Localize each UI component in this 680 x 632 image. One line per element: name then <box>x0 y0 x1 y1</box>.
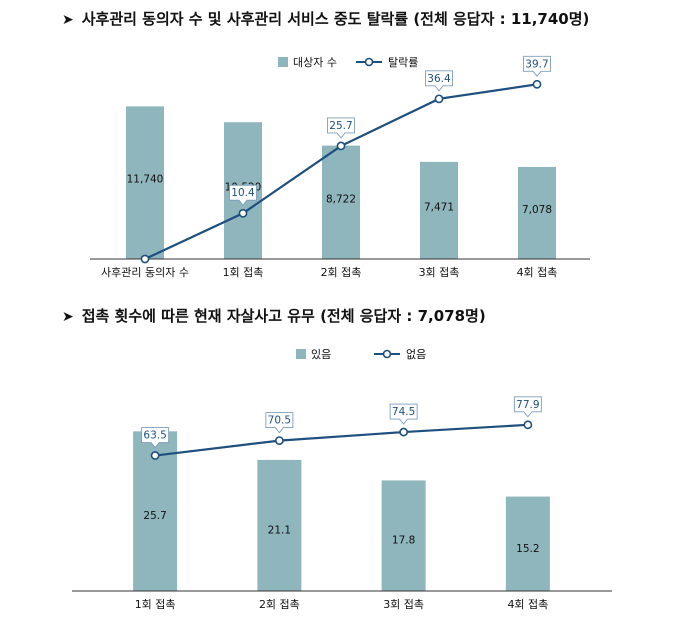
chart-2-bar-label-2: 21.1 <box>268 524 291 536</box>
chart-1-line-callout-box-3 <box>327 117 355 139</box>
chart-2-line-point-1 <box>150 451 160 460</box>
chart-2-line-callout-box-2 <box>265 412 294 434</box>
chart-1-bar-label-3: 8,722 <box>326 193 356 205</box>
chart-2-bar-4 <box>505 496 550 591</box>
chart-1-bar-1 <box>126 106 164 259</box>
chart-1-x-tick-label-1: 사후관리 동의자 수 <box>101 266 189 279</box>
chart-1-bar-5 <box>518 166 556 259</box>
chart-2-line-callout-4: 77.9 <box>513 396 542 418</box>
chart-1-legend: 대상자 수 탈락률 <box>278 56 418 69</box>
chart-2-legend-line-label: 없음 <box>406 348 426 361</box>
chart-2-line-callout-3: 74.5 <box>389 403 418 425</box>
chart-2-legend-bar-label: 있음 <box>311 348 331 361</box>
arrow-marker-icon: ➤ <box>62 309 74 325</box>
chart-1-bar-label-1: 11,740 <box>127 174 164 186</box>
chart-1-bar-4 <box>420 161 458 259</box>
chart-1-x-tick-label-4: 3회 접촉 <box>419 266 460 279</box>
chart-1-heading-text: 사후관리 동의자 수 및 사후관리 서비스 중도 탈락률 (전체 응답자 : 1… <box>81 10 590 28</box>
chart-2-line-callout-2: 70.5 <box>265 412 294 434</box>
chart-1-legend-line-marker <box>364 57 374 67</box>
chart-2-bar-3 <box>381 480 426 591</box>
chart-2-bar-label-1: 25.7 <box>143 510 166 522</box>
chart-2-line-point-2 <box>274 436 284 445</box>
chart-1-legend-line-label: 탈락률 <box>388 56 418 69</box>
chart-1-line-callout-3: 25.7 <box>327 117 355 139</box>
chart-1-line-callout-box-2 <box>229 184 257 206</box>
chart-1-heading: ➤ 사후관리 동의자 수 및 사후관리 서비스 중도 탈락률 (전체 응답자 : … <box>62 8 589 29</box>
chart-1-bar-label-5: 7,078 <box>522 204 552 216</box>
chart-1-line-point-3 <box>336 141 346 151</box>
chart-2-line-series <box>154 423 528 457</box>
chart-1-line-point-5 <box>532 79 542 89</box>
chart-2-line-callout-box-1 <box>141 427 170 449</box>
chart-1-legend-bar-swatch <box>278 57 288 67</box>
chart-1-line-label-4: 36.4 <box>427 73 451 85</box>
arrow-marker-icon: ➤ <box>62 12 74 28</box>
chart-2-legend-line-marker <box>382 349 392 359</box>
chart-2-line-label-1: 63.5 <box>143 430 166 442</box>
chart-1-x-tick-label-5: 4회 접촉 <box>517 266 558 279</box>
chart-2-line-label-2: 70.5 <box>268 415 291 427</box>
chart-2-legend: 있음 없음 <box>296 348 426 361</box>
chart-1-line-callout-box-5 <box>523 55 551 78</box>
chart-2-line-label-4: 77.9 <box>516 399 539 411</box>
chart-2-heading-text: 접촉 횟수에 따른 현재 자살사고 유무 (전체 응답자 : 7,078명) <box>81 307 486 325</box>
chart-1-x-tick-label-3: 2회 접촉 <box>321 266 362 279</box>
chart-2-line-callout-box-3 <box>389 403 418 425</box>
chart-2-x-tick-label-1: 1회 접촉 <box>135 598 176 611</box>
chart-2-line-callout-box-4 <box>513 396 542 418</box>
chart-2-x-tick-label-4: 4회 접촉 <box>507 598 548 611</box>
chart-2-bar-label-3: 17.8 <box>392 535 415 547</box>
chart-2: 있음 없음 25.7 21.1 17.8 15.2 1회 접촉 2회 접촉 3회 접촉 4회 접촉… <box>72 348 612 611</box>
chart-1-line-label-3: 25.7 <box>329 120 352 132</box>
chart-1-line-point-1 <box>140 254 150 264</box>
chart-1-line-point-2 <box>238 208 248 218</box>
chart-1-bar-3 <box>322 145 360 259</box>
chart-2-line-label-3: 74.5 <box>392 406 415 418</box>
chart-2-line-point-4 <box>523 420 533 430</box>
chart-2-bar-2 <box>257 459 302 591</box>
chart-2-line-point-3 <box>399 427 409 437</box>
chart-1-line-label-2: 10.4 <box>231 187 255 199</box>
chart-2-x-tick-label-2: 2회 접촉 <box>259 598 300 611</box>
chart-1-x-tick-label-2: 1회 접촉 <box>223 266 264 279</box>
chart-1-line-point-4 <box>434 94 444 104</box>
chart-2-line-callout-1: 63.5 <box>141 427 170 449</box>
chart-1-bar-label-4: 7,471 <box>424 201 454 213</box>
chart-1-legend-bar-label: 대상자 수 <box>293 56 337 69</box>
chart-1-line-callout-box-4 <box>425 70 453 92</box>
chart-2-x-tick-label-3: 3회 접촉 <box>383 598 424 611</box>
chart-1: 대상자 수탈락률11,74010,5208,7227,4717,078사후관리 … <box>90 55 590 279</box>
chart-2-bar-label-4: 15.2 <box>516 543 539 555</box>
chart-1-line-callout-2: 10.4 <box>229 184 257 206</box>
chart-1-line-label-5: 39.7 <box>525 58 548 70</box>
chart-2-legend-bar-swatch <box>296 349 306 359</box>
chart-1-line-callout-5: 39.7 <box>523 55 551 78</box>
chart-2-heading: ➤ 접촉 횟수에 따른 현재 자살사고 유무 (전체 응답자 : 7,078명) <box>62 305 486 326</box>
chart-1-line-callout-4: 36.4 <box>425 70 453 92</box>
